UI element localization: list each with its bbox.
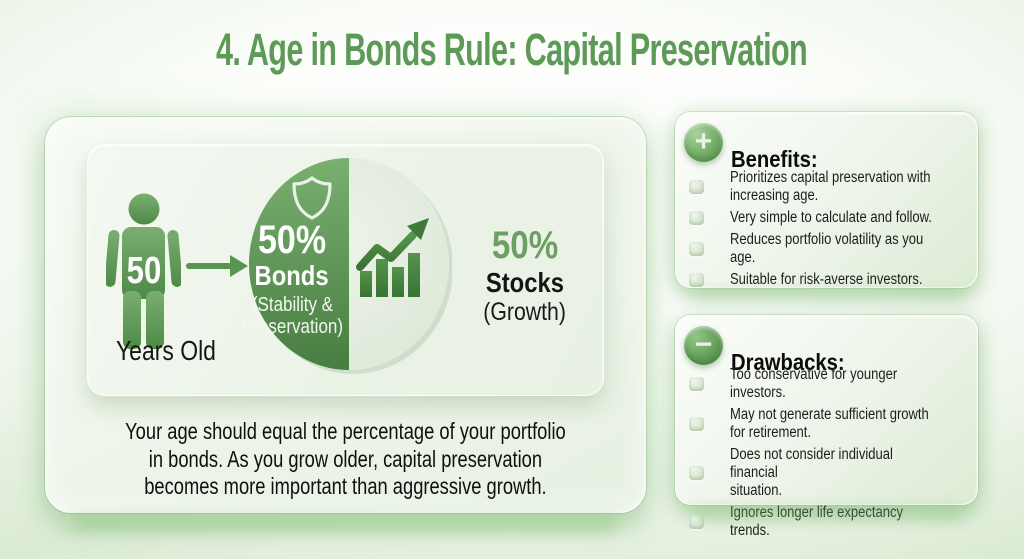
benefit-item: Reduces portfolio volatility as you age. (686, 231, 971, 267)
page-title: 4. Age in Bonds Rule: Capital Preservati… (216, 24, 809, 75)
bullet-icon (689, 515, 704, 529)
bonds-sublabel: (Stability & Preservation) (241, 294, 343, 338)
diagram-panel: 50 (87, 144, 604, 396)
drawback-item: Does not consider individual financial s… (686, 446, 971, 500)
glow-decoration (692, 291, 964, 300)
glow-decoration (72, 516, 617, 531)
benefits-card: + Benefits: Prioritizes capital preserva… (675, 112, 978, 288)
drawback-item-text: Ignores longer life expectancy trends. (730, 504, 903, 539)
bullet-icon (689, 180, 704, 194)
benefit-item: Suitable for risk-averse investors. (686, 271, 971, 289)
minus-icon: − (684, 326, 723, 365)
benefit-item-text: Very simple to calculate and follow. (730, 209, 932, 226)
drawback-item-text: Does not consider individual financial s… (730, 446, 893, 499)
bullet-icon (689, 417, 704, 431)
drawbacks-list: Too conservative for younger investors. … (686, 366, 971, 540)
drawbacks-heading: Drawbacks: (731, 349, 845, 376)
benefit-item: Prioritizes capital preservation with in… (686, 169, 971, 205)
glow-decoration (692, 507, 964, 519)
allocation-pie-chart (249, 158, 452, 374)
growth-chart-icon (356, 218, 429, 297)
age-value: 50 (127, 250, 162, 292)
bullet-icon (689, 466, 704, 480)
stocks-percent: 50% (491, 224, 559, 267)
plus-icon: + (684, 123, 723, 162)
shield-icon (292, 176, 332, 220)
bonds-slice-labels: 50% Bonds (Stability & Preservation) (212, 219, 372, 338)
benefit-item-text: Prioritizes capital preservation with in… (730, 169, 931, 204)
age-caption-wrap: Years Old (88, 335, 243, 367)
person-icon: 50 (106, 193, 181, 349)
bullet-icon (689, 211, 704, 225)
bonds-label: Bonds (254, 260, 330, 291)
benefit-item: Very simple to calculate and follow. (686, 209, 971, 227)
stocks-slice-labels: 50% Stocks (Growth) (445, 224, 605, 327)
drawback-item-text: Too conservative for younger investors. (730, 366, 898, 401)
stocks-sublabel: (Growth) (483, 298, 567, 326)
arrow-right-icon (186, 255, 248, 277)
bonds-percent: 50% (257, 218, 327, 262)
bullet-icon (689, 242, 704, 256)
benefit-item-text: Suitable for risk-averse investors. (730, 271, 923, 288)
title-bar: 4. Age in Bonds Rule: Capital Preservati… (0, 24, 1024, 76)
drawbacks-card: − Drawbacks: Too conservative for younge… (675, 315, 978, 539)
drawback-item: May not generate sufficient growth for r… (686, 406, 971, 442)
main-rule-card: 50 (45, 117, 646, 513)
benefits-heading: Benefits: (731, 146, 818, 173)
rule-description: Your age should equal the percentage of … (125, 418, 566, 499)
drawback-item-text: May not generate sufficient growth for r… (730, 406, 929, 441)
stocks-label: Stocks (485, 267, 565, 298)
bonds-slice (249, 158, 349, 370)
drawback-item: Too conservative for younger investors. (686, 366, 971, 402)
age-label: Years Old (115, 335, 216, 366)
drawback-item: Ignores longer life expectancy trends. (686, 504, 971, 540)
benefit-item-text: Reduces portfolio volatility as you age. (730, 231, 924, 266)
bullet-icon (689, 273, 704, 287)
bullet-icon (689, 377, 704, 391)
rule-description-wrap: Your age should equal the percentage of … (59, 418, 632, 501)
benefits-list: Prioritizes capital preservation with in… (686, 169, 971, 289)
